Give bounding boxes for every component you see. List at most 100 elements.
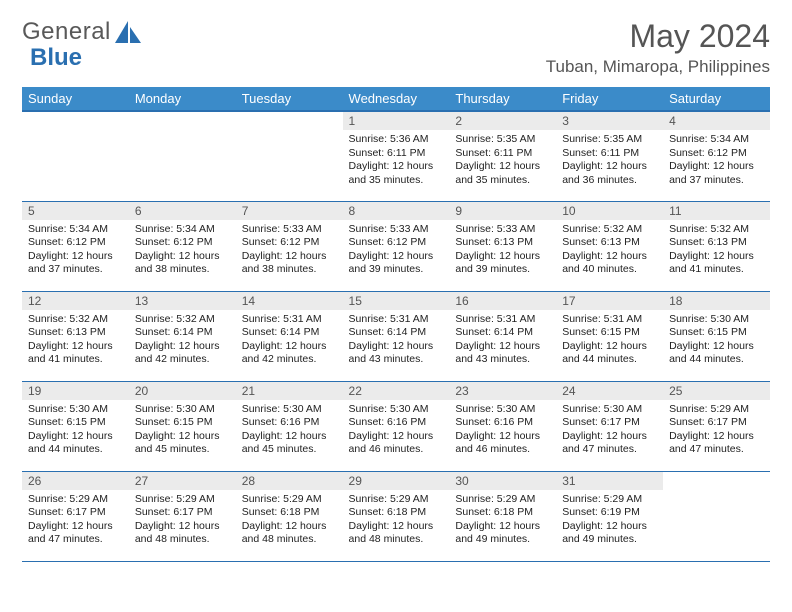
daylight-line: Daylight: 12 hours and 41 minutes. (669, 250, 764, 277)
day-info: Sunrise: 5:30 AMSunset: 6:16 PMDaylight:… (449, 400, 556, 460)
sunset-line: Sunset: 6:14 PM (349, 326, 444, 340)
calendar-page: General May 2024 Tuban, Mimaropa, Philip… (0, 0, 792, 562)
calendar-day-cell: 28Sunrise: 5:29 AMSunset: 6:18 PMDayligh… (236, 471, 343, 561)
sunrise-line: Sunrise: 5:33 AM (349, 223, 444, 237)
day-info: Sunrise: 5:30 AMSunset: 6:17 PMDaylight:… (556, 400, 663, 460)
day-info: Sunrise: 5:31 AMSunset: 6:14 PMDaylight:… (236, 310, 343, 370)
sunset-line: Sunset: 6:11 PM (562, 147, 657, 161)
day-number: 23 (449, 382, 556, 400)
day-info: Sunrise: 5:32 AMSunset: 6:13 PMDaylight:… (663, 220, 770, 280)
sunset-line: Sunset: 6:11 PM (349, 147, 444, 161)
day-info: Sunrise: 5:34 AMSunset: 6:12 PMDaylight:… (22, 220, 129, 280)
sunrise-line: Sunrise: 5:29 AM (242, 493, 337, 507)
daylight-line: Daylight: 12 hours and 45 minutes. (242, 430, 337, 457)
sunrise-line: Sunrise: 5:30 AM (135, 403, 230, 417)
sunrise-line: Sunrise: 5:32 AM (669, 223, 764, 237)
sunset-line: Sunset: 6:17 PM (135, 506, 230, 520)
sunrise-line: Sunrise: 5:30 AM (562, 403, 657, 417)
day-info: Sunrise: 5:29 AMSunset: 6:17 PMDaylight:… (22, 490, 129, 550)
day-info: Sunrise: 5:36 AMSunset: 6:11 PMDaylight:… (343, 130, 450, 190)
day-number: 19 (22, 382, 129, 400)
location-text: Tuban, Mimaropa, Philippines (546, 57, 770, 77)
calendar-day-cell: 26Sunrise: 5:29 AMSunset: 6:17 PMDayligh… (22, 471, 129, 561)
calendar-day-cell: 27Sunrise: 5:29 AMSunset: 6:17 PMDayligh… (129, 471, 236, 561)
sunset-line: Sunset: 6:18 PM (455, 506, 550, 520)
day-info: Sunrise: 5:34 AMSunset: 6:12 PMDaylight:… (129, 220, 236, 280)
calendar-day-cell: 4Sunrise: 5:34 AMSunset: 6:12 PMDaylight… (663, 111, 770, 201)
day-info: Sunrise: 5:29 AMSunset: 6:18 PMDaylight:… (343, 490, 450, 550)
day-number: 7 (236, 202, 343, 220)
day-number: 4 (663, 112, 770, 130)
calendar-day-cell: 5Sunrise: 5:34 AMSunset: 6:12 PMDaylight… (22, 201, 129, 291)
sunset-line: Sunset: 6:15 PM (28, 416, 123, 430)
daylight-line: Daylight: 12 hours and 40 minutes. (562, 250, 657, 277)
logo: General (22, 18, 141, 46)
day-info: Sunrise: 5:33 AMSunset: 6:12 PMDaylight:… (236, 220, 343, 280)
calendar-week-row: 19Sunrise: 5:30 AMSunset: 6:15 PMDayligh… (22, 381, 770, 471)
calendar-empty-cell (663, 471, 770, 561)
day-number: 22 (343, 382, 450, 400)
calendar-day-cell: 12Sunrise: 5:32 AMSunset: 6:13 PMDayligh… (22, 291, 129, 381)
calendar-empty-cell (129, 111, 236, 201)
day-number: 1 (343, 112, 450, 130)
title-block: May 2024 Tuban, Mimaropa, Philippines (546, 18, 770, 77)
day-number: 10 (556, 202, 663, 220)
sunset-line: Sunset: 6:12 PM (349, 236, 444, 250)
calendar-day-cell: 16Sunrise: 5:31 AMSunset: 6:14 PMDayligh… (449, 291, 556, 381)
daylight-line: Daylight: 12 hours and 41 minutes. (28, 340, 123, 367)
calendar-week-row: 12Sunrise: 5:32 AMSunset: 6:13 PMDayligh… (22, 291, 770, 381)
daylight-line: Daylight: 12 hours and 37 minutes. (28, 250, 123, 277)
daylight-line: Daylight: 12 hours and 42 minutes. (135, 340, 230, 367)
calendar-week-row: 5Sunrise: 5:34 AMSunset: 6:12 PMDaylight… (22, 201, 770, 291)
sunset-line: Sunset: 6:16 PM (455, 416, 550, 430)
sunrise-line: Sunrise: 5:30 AM (242, 403, 337, 417)
sunrise-line: Sunrise: 5:31 AM (349, 313, 444, 327)
calendar-day-cell: 30Sunrise: 5:29 AMSunset: 6:18 PMDayligh… (449, 471, 556, 561)
day-number: 30 (449, 472, 556, 490)
sunset-line: Sunset: 6:13 PM (455, 236, 550, 250)
day-number: 14 (236, 292, 343, 310)
daylight-line: Daylight: 12 hours and 44 minutes. (562, 340, 657, 367)
sunrise-line: Sunrise: 5:33 AM (242, 223, 337, 237)
logo-text-general: General (22, 18, 111, 46)
daylight-line: Daylight: 12 hours and 37 minutes. (669, 160, 764, 187)
daylight-line: Daylight: 12 hours and 49 minutes. (455, 520, 550, 547)
day-number: 17 (556, 292, 663, 310)
day-info: Sunrise: 5:30 AMSunset: 6:16 PMDaylight:… (343, 400, 450, 460)
calendar-day-cell: 14Sunrise: 5:31 AMSunset: 6:14 PMDayligh… (236, 291, 343, 381)
day-info: Sunrise: 5:33 AMSunset: 6:13 PMDaylight:… (449, 220, 556, 280)
day-number: 13 (129, 292, 236, 310)
daylight-line: Daylight: 12 hours and 46 minutes. (349, 430, 444, 457)
sunrise-line: Sunrise: 5:30 AM (349, 403, 444, 417)
day-info: Sunrise: 5:34 AMSunset: 6:12 PMDaylight:… (663, 130, 770, 190)
weekday-header: Thursday (449, 87, 556, 111)
daylight-line: Daylight: 12 hours and 38 minutes. (135, 250, 230, 277)
day-number: 3 (556, 112, 663, 130)
day-info: Sunrise: 5:30 AMSunset: 6:15 PMDaylight:… (22, 400, 129, 460)
sunrise-line: Sunrise: 5:32 AM (135, 313, 230, 327)
daylight-line: Daylight: 12 hours and 38 minutes. (242, 250, 337, 277)
sunset-line: Sunset: 6:12 PM (669, 147, 764, 161)
sunrise-line: Sunrise: 5:35 AM (455, 133, 550, 147)
calendar-day-cell: 20Sunrise: 5:30 AMSunset: 6:15 PMDayligh… (129, 381, 236, 471)
day-number: 8 (343, 202, 450, 220)
day-number: 9 (449, 202, 556, 220)
sunrise-line: Sunrise: 5:29 AM (669, 403, 764, 417)
daylight-line: Daylight: 12 hours and 45 minutes. (135, 430, 230, 457)
calendar-day-cell: 9Sunrise: 5:33 AMSunset: 6:13 PMDaylight… (449, 201, 556, 291)
day-number: 20 (129, 382, 236, 400)
day-info: Sunrise: 5:30 AMSunset: 6:16 PMDaylight:… (236, 400, 343, 460)
calendar-day-cell: 10Sunrise: 5:32 AMSunset: 6:13 PMDayligh… (556, 201, 663, 291)
daylight-line: Daylight: 12 hours and 39 minutes. (349, 250, 444, 277)
calendar-empty-cell (22, 111, 129, 201)
calendar-day-cell: 25Sunrise: 5:29 AMSunset: 6:17 PMDayligh… (663, 381, 770, 471)
day-info: Sunrise: 5:32 AMSunset: 6:13 PMDaylight:… (22, 310, 129, 370)
calendar-day-cell: 13Sunrise: 5:32 AMSunset: 6:14 PMDayligh… (129, 291, 236, 381)
sunset-line: Sunset: 6:17 PM (28, 506, 123, 520)
sunset-line: Sunset: 6:12 PM (28, 236, 123, 250)
daylight-line: Daylight: 12 hours and 47 minutes. (28, 520, 123, 547)
sunset-line: Sunset: 6:18 PM (242, 506, 337, 520)
daylight-line: Daylight: 12 hours and 43 minutes. (455, 340, 550, 367)
daylight-line: Daylight: 12 hours and 44 minutes. (669, 340, 764, 367)
sunset-line: Sunset: 6:14 PM (242, 326, 337, 340)
